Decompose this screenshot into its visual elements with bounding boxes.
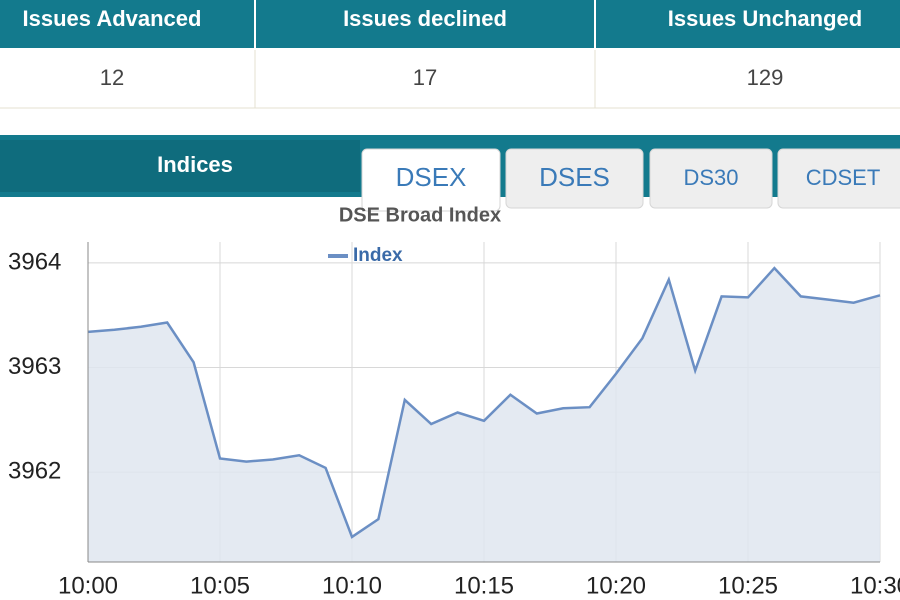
tab[interactable] <box>505 148 644 209</box>
table-cell: 17 <box>413 65 437 90</box>
tab-label[interactable]: DS30 <box>683 165 738 190</box>
table-cell: 12 <box>100 65 124 90</box>
y-tick-label: 3963 <box>8 353 61 380</box>
legend-label: Index <box>353 245 403 266</box>
table-header: Issues declined <box>343 6 507 31</box>
table-header-bg <box>0 0 900 48</box>
tab[interactable] <box>361 148 501 212</box>
chart-title: DSE Broad Index <box>339 204 501 226</box>
line <box>87 266 881 539</box>
area <box>88 268 880 562</box>
x-tick-label: 10:00 <box>58 572 118 599</box>
y-tick-label: 3962 <box>8 457 61 484</box>
tab[interactable] <box>777 148 900 209</box>
table-header: Issues Advanced <box>23 6 202 31</box>
x-tick-label: 10:05 <box>190 572 250 599</box>
table-cell: 129 <box>747 65 784 90</box>
tab-bar-label-bg <box>0 140 360 192</box>
x-tick-label: 10:20 <box>586 572 646 599</box>
x-tick-label: 10:30 <box>850 572 900 599</box>
table-header: Issues Unchanged <box>668 6 862 31</box>
tab[interactable] <box>649 148 773 209</box>
tab-label[interactable]: DSES <box>539 162 610 192</box>
x-tick-label: 10:10 <box>322 572 382 599</box>
tab-bar-label: Indices <box>157 152 233 177</box>
x-tick-label: 10:15 <box>454 572 514 599</box>
x-tick-label: 10:25 <box>718 572 778 599</box>
y-tick-label: 3964 <box>8 248 61 275</box>
tab-label[interactable]: CDSET <box>806 165 881 190</box>
tab-label[interactable]: DSEX <box>396 162 467 192</box>
